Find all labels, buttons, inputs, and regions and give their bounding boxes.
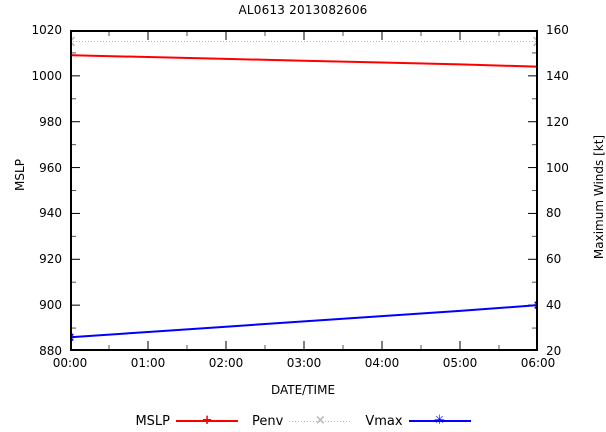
y-axis-right-tick-label: 140: [546, 68, 569, 83]
y-axis-right-tick-label: 60: [546, 252, 562, 267]
legend-item-vmax[interactable]: Vmax ✳: [365, 413, 471, 429]
data-point-marker: [532, 36, 536, 47]
x-axis-label: DATE/TIME: [270, 383, 336, 397]
legend-item-label: MSLP: [135, 413, 171, 429]
series-vmax: [72, 301, 536, 342]
x-axis-tick-label: 02:00: [208, 356, 244, 370]
dotted-line-with-cross-marker: ×: [289, 413, 352, 428]
legend-item-penv[interactable]: Penv ×: [252, 413, 352, 429]
page-title: AL0613 2013082606: [238, 3, 368, 17]
y-axis-right-tick-label: 100: [546, 160, 569, 175]
y-axis-right-tick-label: 20: [546, 344, 562, 358]
y-axis-left-tick-label: 920: [39, 252, 62, 267]
y-axis-right-tick-label: 120: [546, 114, 569, 129]
data-point-marker: [72, 54, 75, 57]
x-axis-tick-label: 04:00: [364, 356, 400, 370]
legend-item-label: Penv: [252, 413, 284, 429]
y-axis-right-tick-label: 40: [546, 298, 562, 313]
data-point-marker: [72, 333, 75, 342]
y-axis-right-tick-label: 80: [546, 206, 562, 221]
legend-marker-swatch: ×: [314, 413, 326, 428]
legend-line-swatch: [176, 420, 239, 422]
plot-area: [70, 30, 538, 351]
data-point-marker: [533, 301, 536, 309]
axis-tick-marks: [72, 32, 536, 349]
legend-line-swatch: [289, 421, 352, 422]
y-axis-left-tick-label: 940: [39, 206, 62, 221]
legend-line-swatch: [408, 420, 471, 422]
y-axis-left-tick-label: 880: [39, 344, 62, 358]
x-axis-tick-label: 03:00: [286, 356, 322, 370]
series-canvas: [72, 32, 536, 349]
legend-item-mslp[interactable]: MSLP +: [135, 413, 239, 429]
series-mslp: [72, 54, 536, 68]
y-axis-left-tick-label: 1020: [31, 23, 62, 37]
legend-marker-swatch: +: [201, 413, 213, 428]
legend-item-label: Vmax: [365, 413, 403, 429]
line-with-plus-marker: +: [176, 413, 239, 428]
y-axis-left-tick-label: 900: [39, 298, 62, 313]
x-axis-tick-label: 01:00: [130, 356, 166, 370]
data-point-marker: [533, 65, 536, 68]
legend-marker-swatch: ✳: [434, 413, 445, 428]
y-axis-right-tick-label: 160: [546, 23, 569, 37]
y-axis-left-label: MSLP: [13, 159, 27, 191]
series-penv: [72, 36, 536, 47]
data-point-marker: [72, 36, 76, 47]
y-axis-left-tick-label: 980: [39, 114, 62, 129]
plot-inner: [72, 32, 536, 349]
y-axis-left-tick-label: 1000: [31, 68, 62, 83]
chart-legend: MSLP + Penv × Vmax ✳: [0, 414, 606, 428]
y-axis-left-tick-label: 960: [39, 160, 62, 175]
x-axis-tick-label: 00:00: [52, 356, 88, 370]
x-axis-tick-label: 06:00: [520, 356, 556, 370]
line-with-star-marker: ✳: [408, 413, 471, 428]
x-axis-tick-label: 05:00: [442, 356, 478, 370]
